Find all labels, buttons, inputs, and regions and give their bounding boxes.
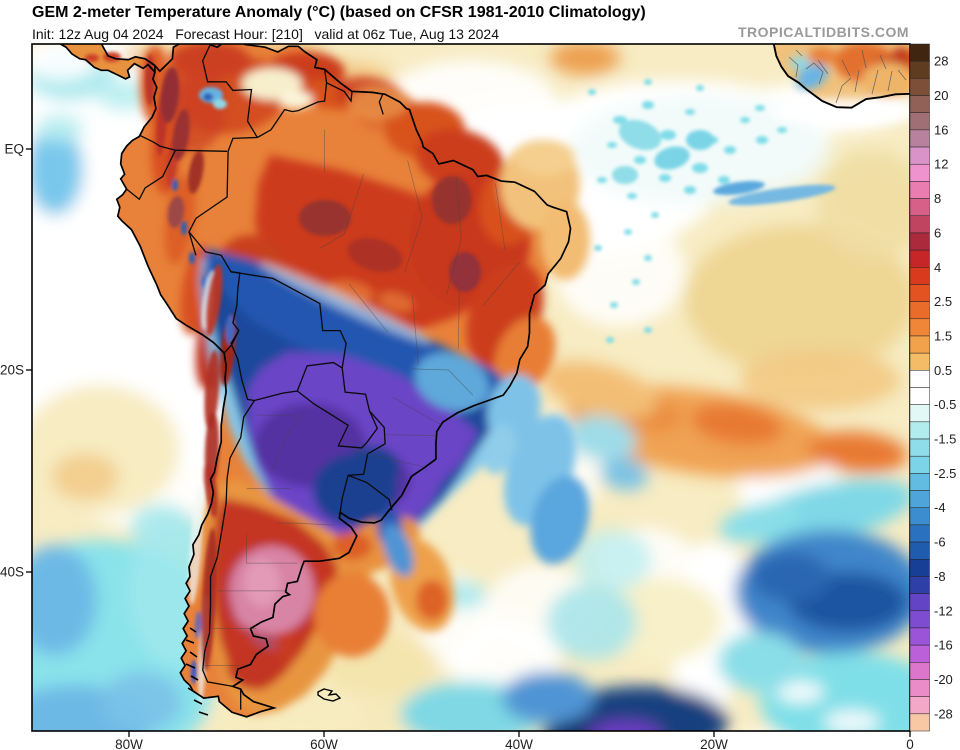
svg-text:-20: -20 [934, 672, 953, 687]
svg-text:-28: -28 [934, 706, 953, 721]
svg-text:16: 16 [934, 122, 948, 137]
svg-text:-1.5: -1.5 [934, 432, 956, 447]
svg-text:-2.5: -2.5 [934, 466, 956, 481]
svg-text:EQ: EQ [4, 142, 24, 157]
svg-text:0.5: 0.5 [934, 363, 952, 378]
svg-text:20W: 20W [700, 737, 728, 750]
svg-text:60W: 60W [310, 737, 338, 750]
svg-text:40W: 40W [505, 737, 533, 750]
svg-text:-4: -4 [934, 500, 946, 515]
svg-text:-8: -8 [934, 569, 946, 584]
svg-text:-12: -12 [934, 603, 953, 618]
svg-text:8: 8 [934, 191, 941, 206]
svg-text:0: 0 [906, 737, 914, 750]
svg-text:-16: -16 [934, 638, 953, 653]
svg-text:20: 20 [934, 88, 948, 103]
svg-text:4: 4 [934, 260, 941, 275]
svg-text:40S: 40S [0, 565, 24, 580]
svg-text:1.5: 1.5 [934, 329, 952, 344]
svg-text:2.5: 2.5 [934, 294, 952, 309]
svg-text:-0.5: -0.5 [934, 397, 956, 412]
svg-text:20S: 20S [0, 363, 24, 378]
svg-text:80W: 80W [115, 737, 143, 750]
svg-text:-6: -6 [934, 535, 946, 550]
svg-text:12: 12 [934, 157, 948, 172]
svg-text:28: 28 [934, 54, 948, 69]
svg-text:6: 6 [934, 225, 941, 240]
